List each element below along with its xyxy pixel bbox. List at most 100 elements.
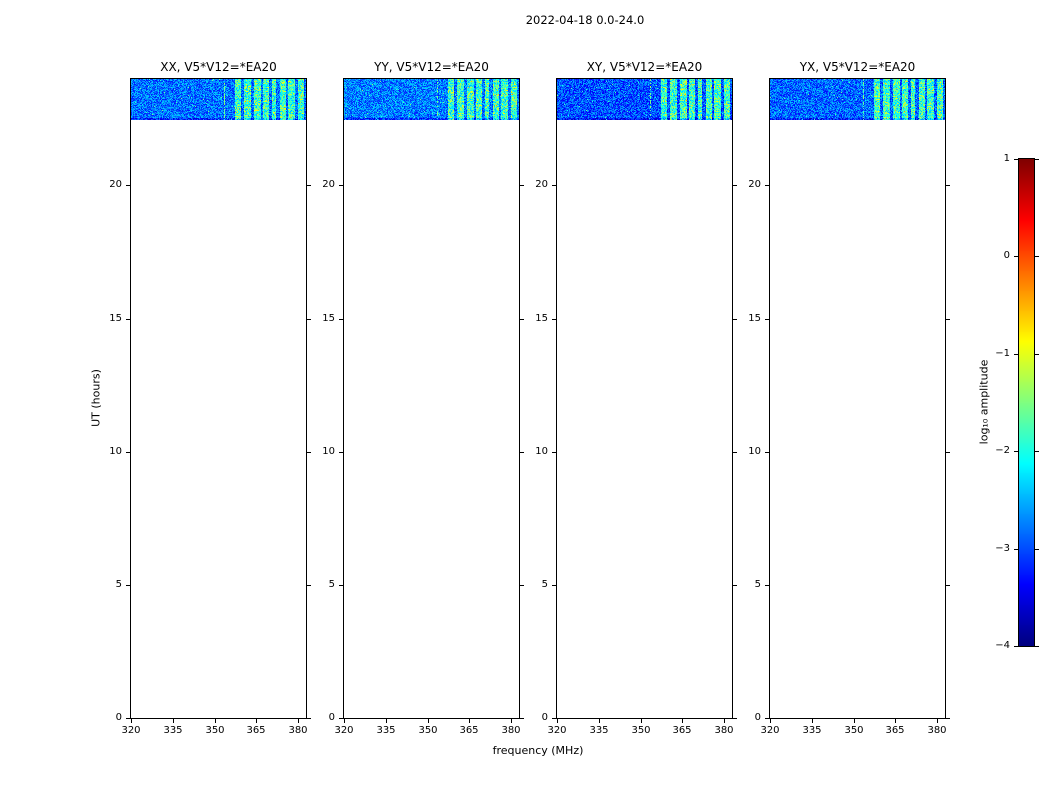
y-tick [339,185,343,186]
y-tick [126,185,130,186]
y-tick [520,452,524,453]
y-tick-label: 20 [748,179,761,190]
colorbar-tick-label: 0 [1003,250,1010,261]
y-tick [307,319,311,320]
y-tick [946,319,950,320]
x-tick [812,719,813,723]
x-tick [854,719,855,723]
x-tick [469,719,470,723]
y-tick-label: 10 [535,446,548,457]
x-tick-label: 320 [760,725,780,736]
x-tick [682,719,683,723]
y-tick [552,452,556,453]
y-tick-label: 0 [541,712,548,723]
colorbar-tick [1014,159,1018,160]
x-tick-label: 365 [246,725,266,736]
y-tick-label: 20 [322,179,335,190]
colorbar-label: log₁₀ amplitude [977,359,991,445]
x-tick-label: 335 [163,725,183,736]
y-tick [946,452,950,453]
y-tick [946,185,950,186]
y-tick [733,452,737,453]
colorbar-tick [1035,354,1039,355]
colorbar-tick-label: 1 [1003,153,1010,164]
x-tick [173,719,174,723]
figure-title: 2022-04-18 0.0-24.0 [525,13,645,27]
y-tick [339,718,343,719]
data-band-yy [344,79,519,120]
x-tick-label: 335 [802,725,822,736]
y-tick [765,585,769,586]
colorbar-tick [1014,451,1018,452]
colorbar-tick-label: −2 [995,445,1010,456]
y-axis-label: UT (hours) [89,369,103,427]
y-tick-label: 0 [754,712,761,723]
y-tick [765,319,769,320]
x-tick-label: 380 [714,725,734,736]
y-tick-label: 15 [748,313,761,324]
x-tick-label: 320 [121,725,141,736]
spectrogram-panel-xy [556,78,733,719]
colorbar-tick-label: −4 [995,640,1010,651]
x-tick [557,719,558,723]
y-tick [126,585,130,586]
data-band-xx [131,79,306,120]
x-tick [298,719,299,723]
x-tick-label: 350 [418,725,438,736]
y-tick [733,585,737,586]
y-tick [552,585,556,586]
x-tick [131,719,132,723]
y-tick [733,718,737,719]
y-tick [307,452,311,453]
x-tick-label: 350 [844,725,864,736]
colorbar-tick [1035,256,1039,257]
colorbar-tick [1014,549,1018,550]
colorbar-tick-label: −3 [995,543,1010,554]
x-tick-label: 335 [589,725,609,736]
y-tick-label: 15 [109,313,122,324]
y-tick [552,319,556,320]
colorbar-gradient [1019,159,1034,646]
y-tick-label: 15 [322,313,335,324]
y-tick-label: 0 [328,712,335,723]
spectrogram-panel-xx [130,78,307,719]
data-band-xy [557,79,732,120]
x-tick [428,719,429,723]
y-tick [520,585,524,586]
panel-title-xx: XX, V5*V12=*EA20 [160,60,277,74]
x-tick-label: 380 [288,725,308,736]
y-tick-label: 5 [541,579,548,590]
y-tick [765,718,769,719]
y-tick-label: 15 [535,313,548,324]
colorbar-tick [1014,354,1018,355]
x-tick [256,719,257,723]
colorbar-tick-label: −1 [995,348,1010,359]
y-tick [765,452,769,453]
y-tick [339,585,343,586]
x-axis-label: frequency (MHz) [492,744,584,757]
data-band-yx [770,79,945,120]
y-tick [126,718,130,719]
y-tick [307,585,311,586]
x-tick-label: 365 [459,725,479,736]
x-tick [511,719,512,723]
y-tick [126,452,130,453]
y-tick [946,718,950,719]
y-tick [946,585,950,586]
y-tick-label: 5 [754,579,761,590]
y-tick [520,319,524,320]
panel-title-yy: YY, V5*V12=*EA20 [374,60,489,74]
y-tick-label: 5 [328,579,335,590]
y-tick-label: 10 [322,446,335,457]
y-tick [307,718,311,719]
y-tick-label: 10 [748,446,761,457]
y-tick-label: 20 [535,179,548,190]
y-tick [339,319,343,320]
y-tick [339,452,343,453]
x-tick [599,719,600,723]
x-tick [215,719,216,723]
y-tick [733,185,737,186]
y-tick-label: 5 [115,579,122,590]
colorbar-tick [1014,256,1018,257]
